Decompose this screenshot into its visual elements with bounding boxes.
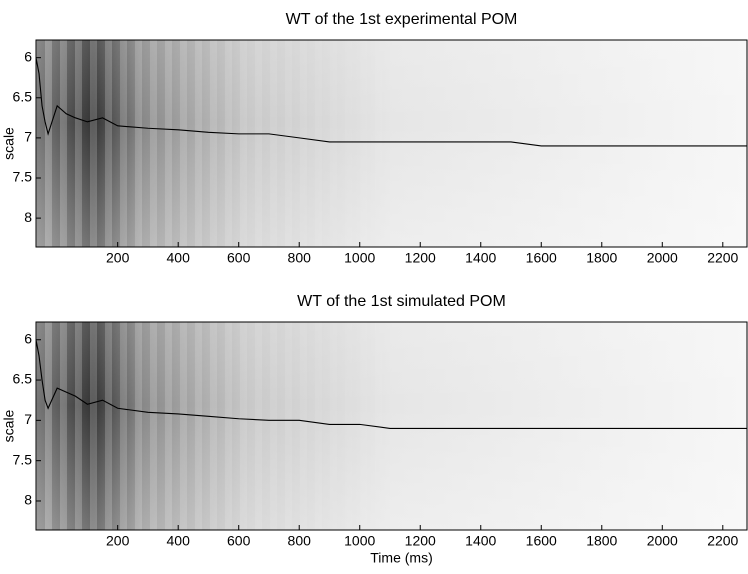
x-tick-label: 1200 <box>405 533 436 549</box>
x-tick-label: 2200 <box>707 533 738 549</box>
y-tick-label: 6.5 <box>13 88 33 104</box>
x-tick-label: 800 <box>288 533 312 549</box>
x-tick-label: 1800 <box>586 533 617 549</box>
x-tick-label: 1800 <box>586 250 617 266</box>
ridge-line <box>35 339 747 429</box>
x-tick-label: 1400 <box>465 533 496 549</box>
x-tick-label: 2000 <box>647 533 678 549</box>
x-tick-label: 600 <box>227 250 251 266</box>
y-tick-label: 7.5 <box>13 451 33 467</box>
x-tick-label: 2000 <box>647 250 678 266</box>
y-tick-label: 8 <box>24 492 32 508</box>
x-tick-label: 200 <box>106 533 130 549</box>
plot-frame <box>35 39 748 248</box>
x-tick-label: 1600 <box>526 533 557 549</box>
x-tick-label: 800 <box>288 250 312 266</box>
x-tick-label: 1400 <box>465 250 496 266</box>
x-tick-label: 400 <box>167 533 191 549</box>
y-tick-label: 6 <box>24 48 32 64</box>
y-axis-label: scale <box>1 409 17 442</box>
y-tick-label: 6.5 <box>13 371 33 387</box>
x-tick-label: 1600 <box>526 250 557 266</box>
ridge-line <box>35 57 747 147</box>
x-tick-label: 1000 <box>344 250 375 266</box>
x-axis-label: Time (ms) <box>370 550 432 566</box>
y-tick-label: 7 <box>24 129 32 145</box>
y-tick-label: 7 <box>24 411 32 427</box>
plot-frame <box>35 321 748 531</box>
heatmap-background <box>36 40 748 530</box>
y-tick-label: 6 <box>24 330 32 346</box>
chart-title: WT of the 1st simulated POM <box>297 293 506 310</box>
chart-title: WT of the 1st experimental POM <box>286 11 518 28</box>
x-tick-label: 200 <box>106 250 130 266</box>
y-tick-label: 8 <box>24 209 32 225</box>
x-tick-label: 600 <box>227 533 251 549</box>
x-tick-label: 1000 <box>344 533 375 549</box>
y-axis-label: scale <box>1 127 17 160</box>
x-tick-label: 400 <box>167 250 191 266</box>
x-tick-label: 1200 <box>405 250 436 266</box>
x-tick-label: 2200 <box>707 250 738 266</box>
y-tick-label: 7.5 <box>13 169 33 185</box>
